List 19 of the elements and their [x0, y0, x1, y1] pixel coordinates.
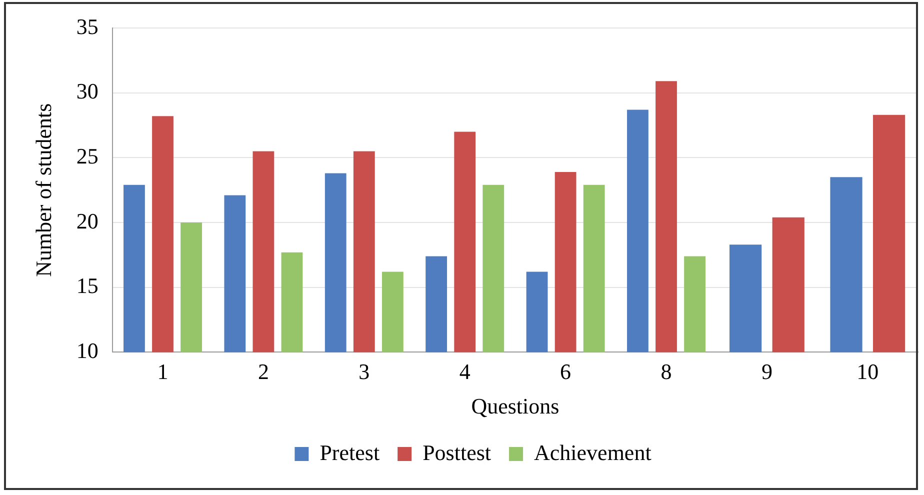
y-tick-label: 25 [76, 143, 98, 168]
y-tick-label: 30 [76, 78, 98, 104]
legend-label: Posttest [422, 440, 492, 465]
x-tick-label: 2 [258, 359, 269, 384]
x-axis-title: Questions [471, 394, 560, 419]
y-tick-label: 10 [76, 338, 98, 363]
x-tick-label: 8 [660, 359, 672, 384]
x-tick-label: 10 [856, 359, 879, 384]
x-tick-label: 3 [358, 359, 370, 384]
y-axis-title: Number of students [30, 103, 56, 277]
x-tick-label: 9 [761, 359, 772, 384]
x-tick-label: 1 [157, 359, 168, 384]
legend-label: Achievement [534, 440, 652, 465]
x-tick-label: 6 [560, 359, 572, 384]
y-tick-label: 20 [76, 208, 98, 234]
legend-label: Pretest [320, 440, 380, 465]
y-tick-label: 15 [76, 273, 98, 298]
y-tick-label: 35 [76, 14, 98, 39]
x-tick-label: 4 [459, 359, 470, 384]
